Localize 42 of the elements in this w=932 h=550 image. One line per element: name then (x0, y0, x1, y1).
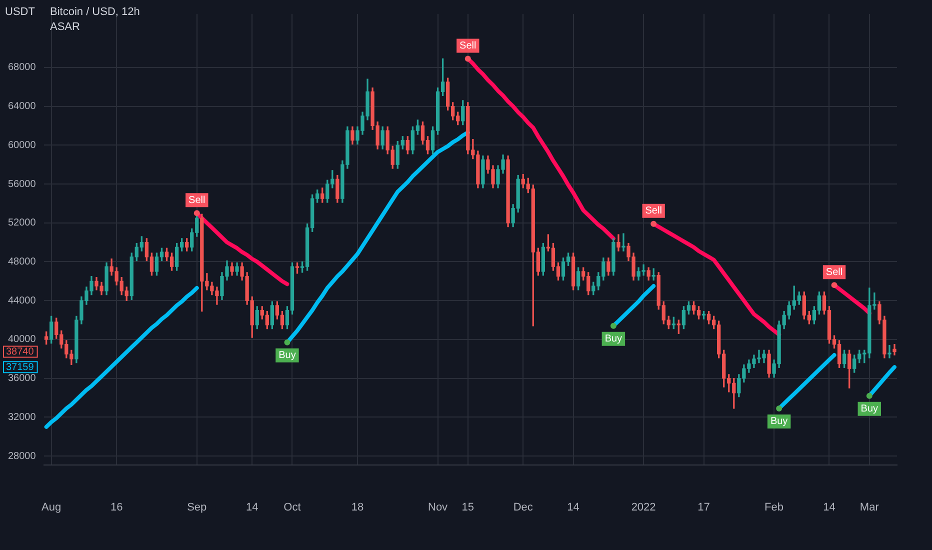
candlestick (622, 233, 626, 252)
text: ASAR (50, 21, 80, 33)
y-tick-label: 52000 (8, 218, 36, 229)
x-tick-label: 14 (823, 501, 836, 514)
annotation: Sell (826, 266, 843, 278)
y-tick-label: 40000 (8, 334, 36, 346)
candlestick (892, 344, 896, 356)
x-tick-label: 17 (698, 501, 710, 514)
annotation: Sell (188, 194, 206, 206)
y-tick-label: 60000 (8, 140, 36, 151)
candlestick (888, 344, 892, 358)
text: 38740 (6, 346, 34, 358)
annotation: Sell (460, 40, 476, 52)
x-tick-label: 15 (462, 501, 474, 514)
y-tick-label: 28000 (8, 450, 36, 462)
y-axis-title: USDT (5, 6, 35, 18)
y-tick-label: 48000 (8, 256, 36, 268)
y-tick-label: 32000 (8, 412, 36, 423)
y-tick-label: 56000 (8, 178, 36, 190)
text: 37159 (6, 362, 34, 373)
x-tick-label: Aug (42, 501, 62, 514)
x-tick-label: Sep (187, 501, 207, 514)
x-tick-label: Feb (764, 501, 784, 514)
x-tick-label: 2022 (631, 501, 656, 514)
x-tick-label: Nov (428, 501, 448, 514)
annotation: Sell (645, 206, 662, 217)
x-tick-label: 14 (567, 501, 580, 514)
x-tick-label: Oct (284, 501, 301, 514)
x-tick-label: Dec (513, 501, 534, 514)
annotation: Buy (278, 350, 296, 362)
y-tick-label: 64000 (8, 101, 36, 112)
y-tick-label: 68000 (8, 62, 36, 74)
x-tick-label: 18 (351, 501, 364, 514)
x-tick-label: Mar (860, 501, 880, 514)
annotation: Buy (604, 334, 622, 345)
annotation: Buy (860, 404, 878, 415)
annotation: Buy (770, 416, 788, 428)
chart-title: Bitcoin / USD, 12h (50, 6, 140, 18)
y-tick-label: 36000 (8, 373, 36, 384)
x-tick-label: 14 (246, 501, 258, 514)
x-tick-label: 16 (110, 501, 123, 514)
y-tick-label: 44000 (8, 295, 36, 306)
